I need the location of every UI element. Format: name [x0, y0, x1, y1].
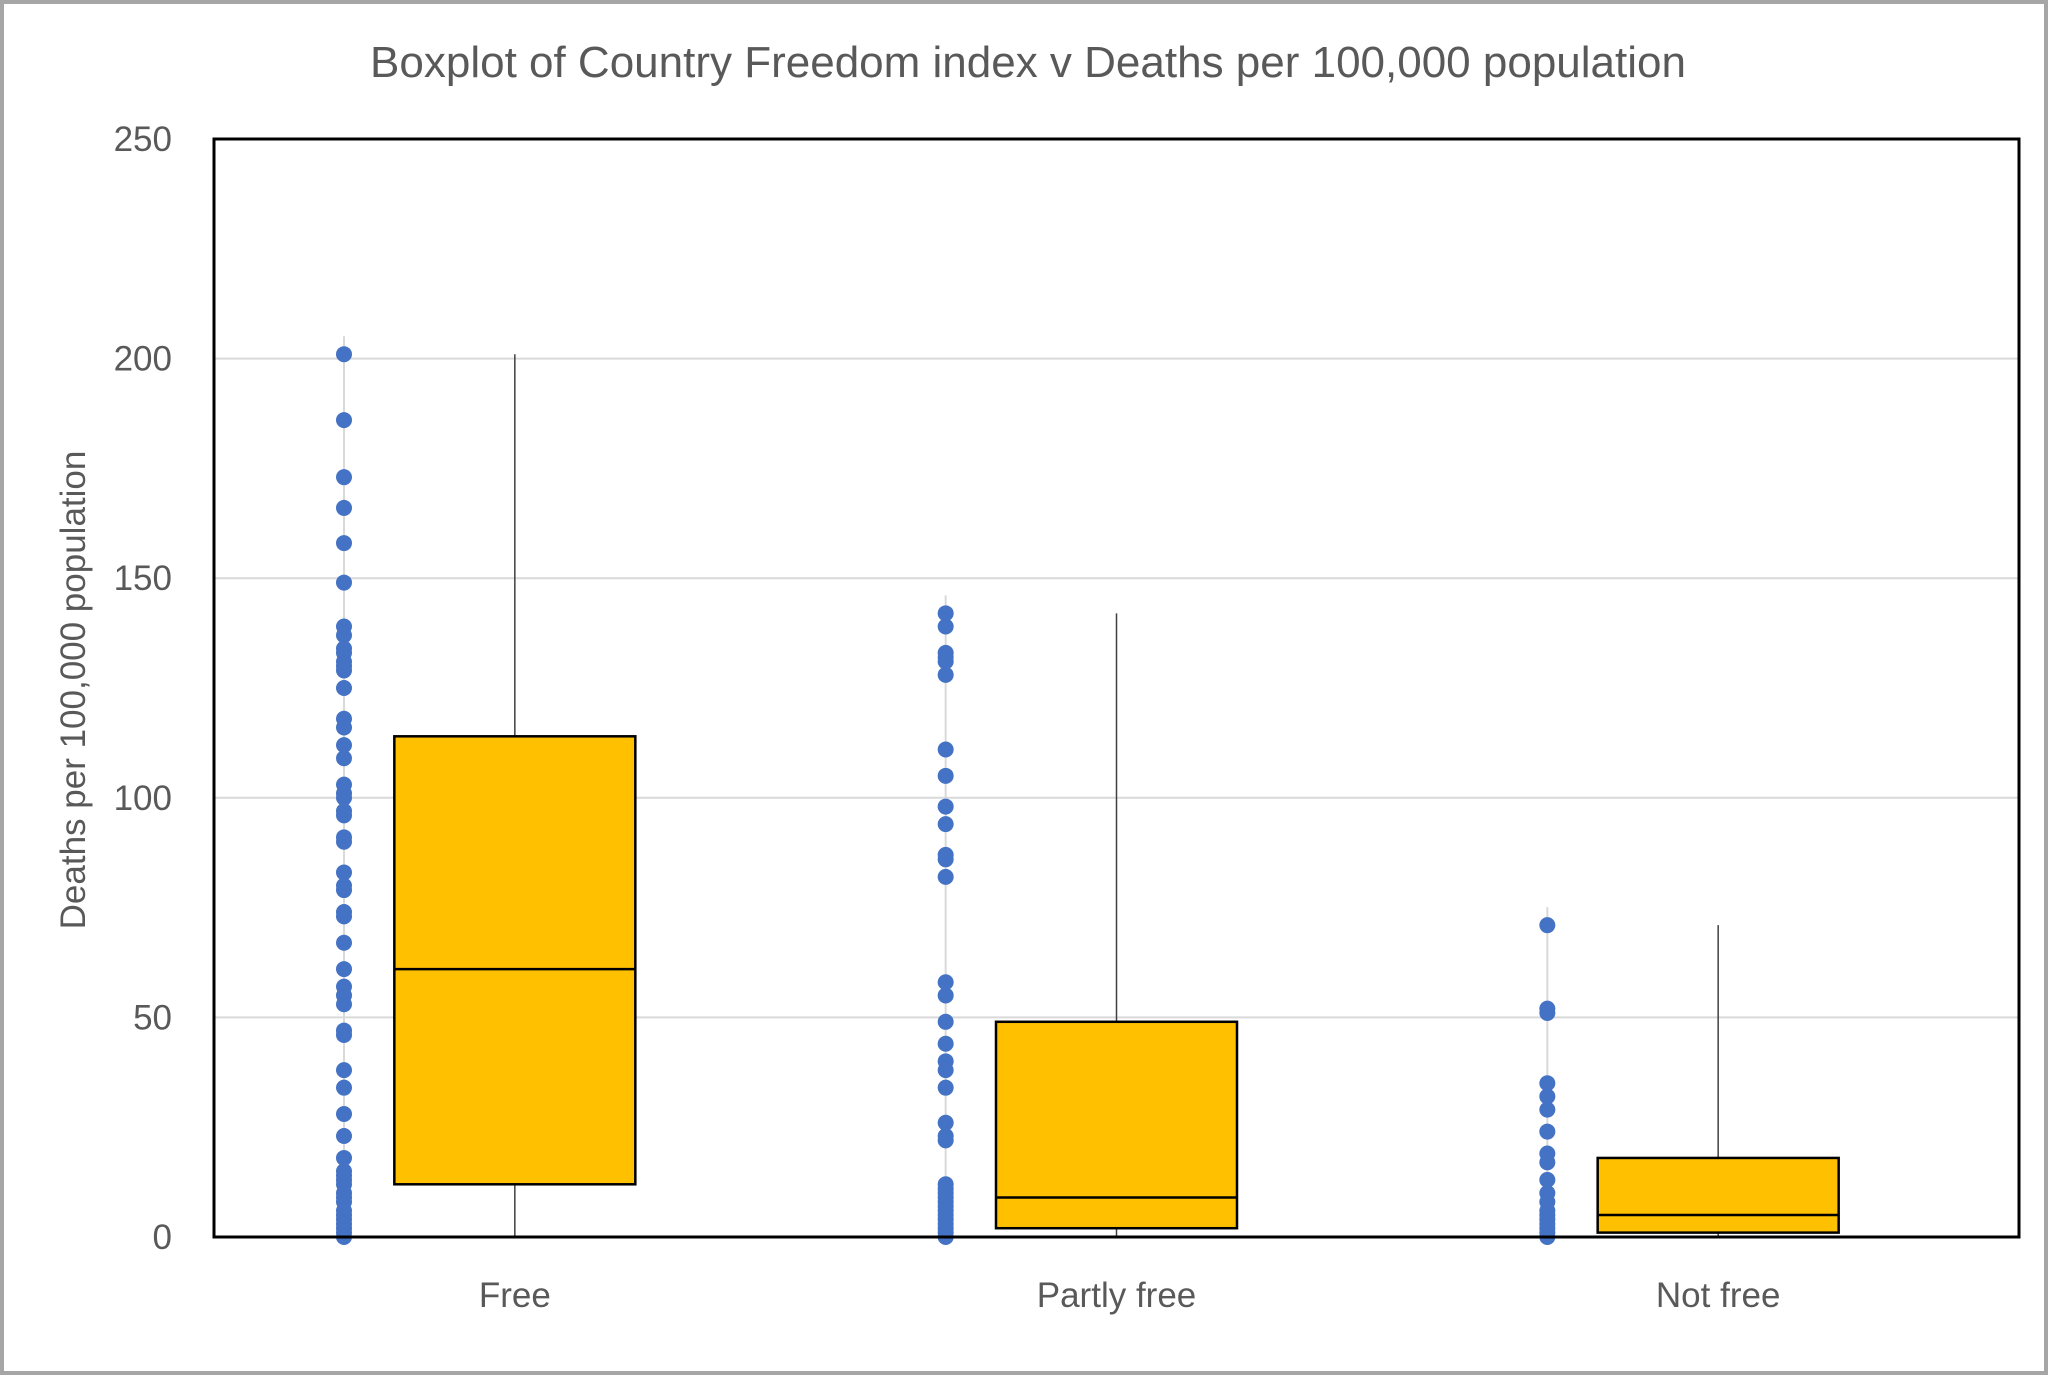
y-axis-title: Deaths per 100,000 population — [54, 451, 93, 930]
data-point — [336, 789, 352, 806]
data-point — [937, 767, 954, 784]
data-point — [937, 987, 954, 1004]
data-point — [1539, 1123, 1556, 1140]
data-point — [937, 605, 954, 622]
data-point — [336, 499, 352, 516]
data-point — [937, 1062, 954, 1079]
data-point — [336, 882, 352, 899]
data-point — [336, 908, 352, 925]
data-point — [336, 996, 352, 1013]
data-point — [937, 1114, 954, 1131]
data-point — [336, 807, 352, 824]
data-points — [336, 346, 1556, 1245]
data-point — [336, 961, 352, 978]
data-point — [336, 535, 352, 552]
data-point — [937, 798, 954, 815]
data-point — [336, 934, 352, 951]
data-point — [336, 412, 352, 429]
data-point — [937, 1035, 954, 1052]
iqr-box — [393, 735, 637, 1186]
y-tick-label: 0 — [153, 1218, 172, 1257]
data-point — [937, 653, 954, 670]
data-point — [1539, 1005, 1556, 1022]
boxes — [393, 354, 1840, 1237]
data-point — [937, 851, 954, 868]
plot-area-border — [212, 137, 2021, 1239]
data-point — [336, 1079, 352, 1096]
data-point — [336, 1026, 352, 1043]
data-point — [937, 741, 954, 758]
data-point — [1539, 1088, 1556, 1105]
data-point — [336, 1149, 352, 1166]
data-point — [937, 816, 954, 833]
data-point — [336, 469, 352, 486]
chart-title: Boxplot of Country Freedom index v Death… — [370, 38, 1686, 87]
data-point — [1539, 1171, 1556, 1188]
data-point — [336, 1106, 352, 1123]
y-tick-label: 100 — [114, 779, 172, 818]
y-tick-labels: 0 50 100 150 200 250 — [114, 120, 172, 1257]
y-tick-label: 150 — [114, 559, 172, 598]
data-point — [336, 737, 352, 754]
x-category-labels: Free Partly free Not free — [479, 1276, 1781, 1315]
y-tick-label: 250 — [114, 120, 172, 159]
data-point — [336, 833, 352, 850]
iqr-box — [994, 1020, 1239, 1230]
x-category-label: Free — [479, 1276, 551, 1315]
data-point — [1539, 917, 1556, 934]
data-point — [1539, 1101, 1556, 1118]
y-tick-label: 200 — [114, 340, 172, 379]
iqr-box — [1596, 1156, 1840, 1234]
x-category-label: Partly free — [1037, 1276, 1197, 1315]
data-point — [937, 1013, 954, 1030]
data-point — [336, 1127, 352, 1144]
data-point — [336, 662, 352, 679]
y-tick-label: 50 — [133, 998, 172, 1037]
data-point — [336, 574, 352, 591]
data-point — [336, 719, 352, 736]
data-point — [937, 868, 954, 885]
data-point — [937, 618, 954, 635]
data-point — [937, 666, 954, 683]
data-point — [336, 627, 352, 644]
data-point — [937, 1079, 954, 1096]
x-category-label: Not free — [1656, 1276, 1781, 1315]
data-point — [336, 680, 352, 696]
data-point — [937, 974, 954, 991]
data-point — [1539, 1154, 1556, 1171]
data-point — [937, 1132, 954, 1149]
data-point — [336, 346, 352, 363]
data-point — [336, 864, 352, 881]
data-point — [336, 1062, 352, 1079]
data-point — [336, 750, 352, 767]
data-point — [1539, 1075, 1556, 1092]
